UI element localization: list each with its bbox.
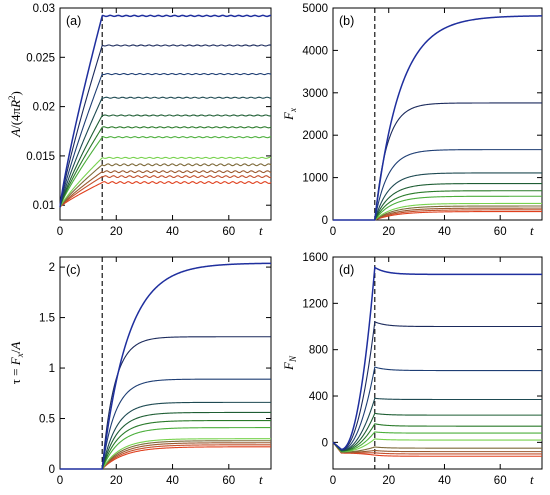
y-axis-label: τ = Fx/A: [8, 342, 25, 385]
panel-label: (a): [66, 14, 81, 28]
panel-c: 0 20 40 60 0 0.5 1 1.5 2 t τ = Fx/A (c): [8, 256, 272, 487]
series-line: [332, 397, 542, 451]
y-tick-label: 0.03: [33, 3, 55, 15]
x-axis-label: t: [530, 472, 534, 487]
x-tick-label: 20: [382, 226, 395, 238]
series-line: [332, 366, 542, 451]
y-tick-label: 0.02: [33, 102, 55, 114]
series-line: [332, 423, 542, 452]
x-tick-label: 60: [494, 226, 507, 238]
x-tick-label: 0: [57, 475, 63, 487]
series-line: [332, 266, 542, 451]
panel-label: (d): [339, 263, 354, 277]
y-tick-label: 5000: [302, 3, 328, 15]
panel-b: 0 20 40 60 0 1000 2000 3000 4000 5000 t Fx (b): [281, 3, 543, 238]
x-tick-label: 60: [494, 475, 507, 487]
series-line: [59, 175, 272, 208]
series-line: [332, 431, 542, 452]
panel-d: 0 20 40 60 0 400 800 1200 1600 t FN (d): [281, 252, 543, 487]
plot-frame: [59, 7, 272, 221]
panel-label: (c): [66, 263, 81, 277]
plot-frame: [59, 256, 272, 470]
series-line: [59, 170, 272, 208]
y-tick-label: 2000: [302, 130, 328, 142]
series-line: [333, 190, 542, 221]
y-tick-label: 1.5: [39, 313, 55, 325]
panel-a: 0 20 40 60 0.01 0.015 0.02 0.025 0.03 t A/(4πR2) (a…: [7, 3, 272, 238]
y-tick-label: 400: [309, 391, 328, 403]
x-axis-label: t: [259, 472, 263, 487]
plot-frame: [332, 7, 543, 221]
x-tick-label: 40: [438, 475, 451, 487]
x-tick-label: 0: [57, 226, 63, 238]
y-tick-label: 0: [322, 437, 328, 449]
x-tick-label: 20: [110, 475, 123, 487]
y-axis-label: A/(4πR2): [7, 91, 23, 138]
x-tick-label: 60: [222, 475, 235, 487]
x-tick-label: 40: [166, 226, 179, 238]
series-line: [59, 96, 272, 208]
y-tick-label: 1200: [302, 298, 328, 310]
series-line: [333, 182, 542, 221]
x-tick-label: 40: [438, 226, 451, 238]
series-line: [60, 378, 271, 470]
y-tick-label: 0.01: [33, 200, 55, 212]
series-line: [60, 446, 271, 470]
y-tick-label: 0: [49, 464, 55, 476]
series-line: [333, 102, 542, 221]
x-axis-label: t: [259, 223, 263, 238]
x-tick-label: 20: [382, 475, 395, 487]
series-line: [333, 210, 542, 221]
y-tick-label: 3000: [302, 88, 328, 100]
series-line: [59, 136, 272, 208]
series-line: [59, 14, 272, 208]
y-tick-label: 1: [49, 363, 55, 375]
y-tick-label: 0: [322, 215, 328, 227]
series-line: [59, 156, 272, 208]
y-tick-label: 0.015: [26, 151, 55, 163]
series-line: [332, 442, 542, 453]
y-tick-label: 0.5: [39, 414, 55, 426]
series-line: [332, 321, 542, 451]
series-line: [332, 412, 542, 452]
series-line: [59, 73, 272, 208]
series-line: [60, 262, 272, 470]
series-line: [332, 442, 542, 455]
series-line: [59, 114, 272, 208]
y-tick-label: 0.025: [26, 52, 55, 64]
y-tick-label: 800: [309, 345, 328, 357]
series-line: [59, 163, 272, 208]
series-line: [59, 181, 272, 208]
series-line: [59, 44, 272, 208]
series-line: [332, 442, 542, 457]
y-axis-label: Fx: [281, 108, 298, 121]
series-line: [333, 15, 543, 221]
series-line: [59, 126, 272, 208]
y-tick-label: 4000: [302, 45, 328, 57]
x-tick-label: 60: [222, 226, 235, 238]
panel-label: (b): [339, 14, 354, 28]
series-line: [332, 442, 542, 453]
x-tick-label: 0: [330, 226, 336, 238]
y-tick-label: 2: [49, 262, 55, 274]
x-tick-label: 40: [166, 475, 179, 487]
y-tick-label: 1600: [302, 252, 328, 264]
x-axis-label: t: [530, 223, 534, 238]
plot-frame: [332, 256, 543, 470]
y-tick-label: 1000: [302, 173, 328, 185]
series-line: [332, 438, 542, 453]
x-tick-label: 20: [110, 226, 123, 238]
y-axis-label: FN: [281, 355, 298, 371]
x-tick-label: 0: [330, 475, 336, 487]
